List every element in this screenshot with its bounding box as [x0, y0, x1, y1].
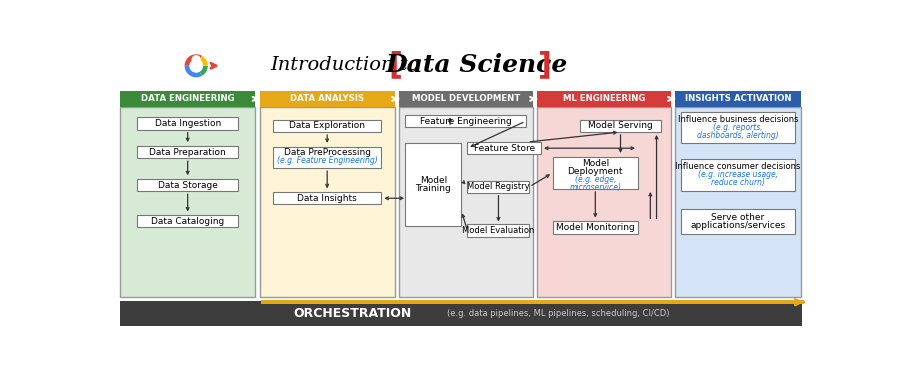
Wedge shape — [184, 54, 202, 66]
Text: Model: Model — [419, 176, 447, 185]
Text: Influence consumer decisions: Influence consumer decisions — [675, 162, 801, 171]
Bar — [273, 192, 382, 204]
Text: Data PreProcessing: Data PreProcessing — [284, 147, 371, 156]
Text: Data Preparation: Data Preparation — [149, 147, 226, 156]
Text: Data Science: Data Science — [385, 53, 568, 77]
Bar — [400, 91, 533, 106]
Bar — [261, 300, 804, 304]
Bar — [260, 106, 394, 297]
Bar — [467, 180, 529, 193]
Text: Feature Store: Feature Store — [473, 144, 535, 153]
Text: Model: Model — [581, 159, 609, 168]
Text: DATA ANALYSIS: DATA ANALYSIS — [290, 94, 364, 104]
Bar — [553, 221, 638, 234]
Text: DATA ENGINEERING: DATA ENGINEERING — [141, 94, 235, 104]
Text: (e.g. Feature Engineering): (e.g. Feature Engineering) — [277, 156, 378, 165]
Text: [: [ — [389, 51, 402, 80]
Text: ML ENGINEERING: ML ENGINEERING — [562, 94, 645, 104]
Text: Deployment: Deployment — [568, 167, 623, 176]
Text: (e.g. edge,: (e.g. edge, — [574, 175, 616, 184]
Text: Introduction to: Introduction to — [270, 56, 419, 74]
Text: Data Cataloging: Data Cataloging — [151, 217, 224, 226]
Bar — [681, 159, 795, 191]
Wedge shape — [196, 56, 208, 66]
Bar — [675, 106, 801, 297]
Text: MODEL DEVELOPMENT: MODEL DEVELOPMENT — [412, 94, 520, 104]
Text: applications/services: applications/services — [690, 222, 786, 231]
Text: Influence business decisions: Influence business decisions — [678, 115, 798, 124]
Text: Model Monitoring: Model Monitoring — [556, 223, 634, 232]
Bar — [121, 106, 255, 297]
Bar — [121, 91, 255, 106]
Bar — [405, 143, 461, 226]
Text: reduce churn): reduce churn) — [711, 177, 765, 186]
Text: Model Registry: Model Registry — [467, 182, 530, 191]
Bar — [681, 209, 795, 234]
Text: Training: Training — [416, 184, 451, 194]
Wedge shape — [196, 66, 208, 76]
Circle shape — [189, 59, 203, 73]
Text: microservice): microservice) — [570, 183, 621, 192]
Bar — [138, 146, 238, 158]
Text: Model Serving: Model Serving — [588, 122, 652, 130]
Text: (e.g. increase usage,: (e.g. increase usage, — [698, 170, 778, 179]
Bar — [121, 301, 802, 326]
Bar — [400, 106, 533, 297]
Bar — [681, 112, 795, 143]
Text: dashboards, alerting): dashboards, alerting) — [698, 130, 778, 140]
Bar — [675, 91, 801, 106]
Bar — [537, 91, 670, 106]
Bar — [553, 157, 638, 189]
Text: Data Storage: Data Storage — [158, 181, 218, 190]
Bar — [273, 120, 382, 132]
Bar — [138, 215, 238, 228]
Bar — [580, 120, 662, 132]
Bar — [467, 224, 529, 237]
Circle shape — [192, 55, 201, 64]
Text: Data Insights: Data Insights — [297, 194, 357, 203]
Bar — [273, 147, 382, 168]
Bar — [405, 115, 526, 128]
Text: Data Exploration: Data Exploration — [289, 122, 365, 130]
Text: Serve other: Serve other — [711, 213, 765, 222]
Text: INSIGHTS ACTIVATION: INSIGHTS ACTIVATION — [685, 94, 791, 104]
Bar — [260, 91, 394, 106]
Bar — [138, 117, 238, 130]
Text: ]: ] — [538, 51, 552, 80]
Bar — [467, 142, 541, 154]
Text: ORCHESTRATION: ORCHESTRATION — [293, 307, 412, 320]
Bar — [537, 106, 670, 297]
Wedge shape — [184, 66, 202, 77]
Text: Model Evaluation: Model Evaluation — [463, 226, 535, 235]
Text: Feature Engineering: Feature Engineering — [419, 117, 511, 126]
Text: (e.g. data pipelines, ML pipelines, scheduling, CI/CD): (e.g. data pipelines, ML pipelines, sche… — [447, 309, 670, 318]
Text: Data Ingestion: Data Ingestion — [155, 119, 220, 128]
Bar — [138, 179, 238, 191]
Text: (e.g. reports,: (e.g. reports, — [713, 123, 762, 132]
